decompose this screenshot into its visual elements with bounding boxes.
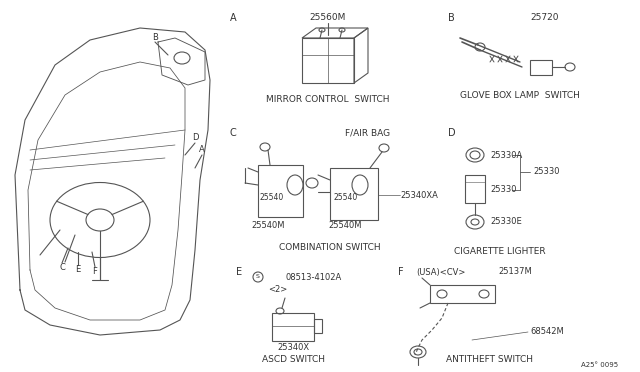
Text: 68542M: 68542M — [530, 327, 564, 337]
Bar — [314, 319, 322, 333]
Text: CIGARETTE LIGHTER: CIGARETTE LIGHTER — [454, 247, 546, 257]
Text: C: C — [59, 263, 65, 273]
Text: B: B — [152, 33, 158, 42]
Text: 25720: 25720 — [530, 13, 559, 22]
Text: S: S — [256, 275, 260, 279]
Text: ANTITHEFT SWITCH: ANTITHEFT SWITCH — [447, 356, 534, 365]
Text: ASCD SWITCH: ASCD SWITCH — [262, 356, 324, 365]
Bar — [430, 285, 495, 303]
Text: 25330: 25330 — [533, 167, 559, 176]
Bar — [330, 168, 378, 220]
Text: D: D — [448, 128, 456, 138]
Text: F: F — [398, 267, 404, 277]
Text: 25540: 25540 — [260, 193, 284, 202]
Text: 25330: 25330 — [490, 186, 516, 195]
Text: 25340X: 25340X — [277, 343, 309, 353]
Text: A: A — [230, 13, 237, 23]
Text: B: B — [448, 13, 455, 23]
Text: A25° 0095: A25° 0095 — [581, 362, 618, 368]
Text: F: F — [93, 267, 97, 276]
Bar — [530, 60, 552, 75]
Bar — [302, 38, 354, 83]
Text: 25137M: 25137M — [498, 267, 532, 276]
Text: 08513-4102A: 08513-4102A — [285, 273, 341, 282]
Text: A: A — [199, 145, 205, 154]
Text: GLOVE BOX LAMP  SWITCH: GLOVE BOX LAMP SWITCH — [460, 90, 580, 99]
Text: C: C — [230, 128, 237, 138]
Text: 25330A: 25330A — [490, 151, 522, 160]
Text: <2>: <2> — [268, 285, 287, 295]
Text: COMBINATION SWITCH: COMBINATION SWITCH — [279, 244, 381, 253]
Text: MIRROR CONTROL  SWITCH: MIRROR CONTROL SWITCH — [266, 96, 390, 105]
Text: D: D — [192, 134, 198, 142]
Text: 25340XA: 25340XA — [400, 190, 438, 199]
Text: 25540: 25540 — [334, 193, 358, 202]
Text: 25540M: 25540M — [252, 221, 285, 230]
Text: F/AIR BAG: F/AIR BAG — [346, 128, 390, 138]
Text: E: E — [76, 266, 81, 275]
Text: (USA)<CV>: (USA)<CV> — [416, 267, 465, 276]
Bar — [272, 313, 314, 341]
Text: 25540M: 25540M — [328, 221, 362, 231]
Text: 25330E: 25330E — [490, 218, 522, 227]
Text: E: E — [236, 267, 242, 277]
Bar — [465, 175, 485, 203]
Bar — [258, 165, 303, 217]
Text: 25560M: 25560M — [310, 13, 346, 22]
